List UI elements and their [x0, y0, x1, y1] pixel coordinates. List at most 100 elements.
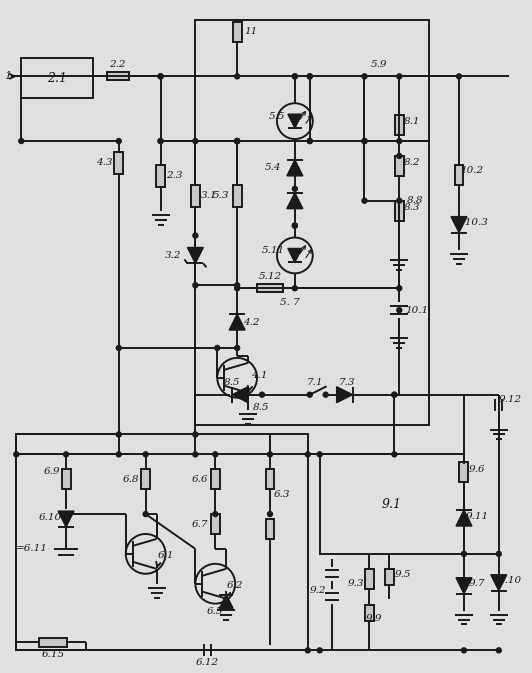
Circle shape: [397, 199, 402, 203]
Circle shape: [307, 392, 312, 397]
Text: 2.2: 2.2: [110, 60, 126, 69]
Circle shape: [235, 139, 239, 143]
Circle shape: [143, 452, 148, 457]
Circle shape: [143, 511, 148, 517]
Text: 7.3: 7.3: [338, 378, 355, 387]
Circle shape: [193, 283, 198, 288]
Bar: [265, 519, 275, 539]
Circle shape: [293, 74, 297, 79]
Text: 6.10: 6.10: [39, 513, 62, 522]
Circle shape: [397, 153, 402, 158]
Circle shape: [260, 392, 264, 397]
Circle shape: [63, 452, 69, 457]
Text: 9.3: 9.3: [347, 579, 364, 588]
Polygon shape: [187, 248, 203, 263]
Circle shape: [293, 74, 297, 79]
Text: >10.3: >10.3: [457, 218, 489, 227]
Bar: [460, 462, 469, 483]
Text: 5.9: 5.9: [371, 60, 388, 69]
Text: 6.15: 6.15: [41, 650, 65, 659]
Text: 6.5: 6.5: [207, 607, 223, 616]
Text: 6.7: 6.7: [192, 520, 209, 528]
Circle shape: [323, 392, 328, 397]
Bar: [191, 185, 200, 207]
Circle shape: [456, 74, 461, 79]
Text: 3.2: 3.2: [165, 251, 182, 260]
Circle shape: [19, 139, 24, 143]
Text: 6.8: 6.8: [122, 474, 139, 484]
Bar: [320, 454, 464, 554]
Text: 5. 7: 5. 7: [280, 297, 300, 307]
Bar: [232, 22, 242, 42]
Circle shape: [293, 186, 297, 191]
Bar: [211, 469, 220, 489]
Text: 9.11: 9.11: [466, 511, 488, 520]
Circle shape: [158, 74, 163, 79]
Polygon shape: [337, 387, 353, 402]
Bar: [257, 284, 283, 292]
Circle shape: [193, 452, 198, 457]
Text: 8.2: 8.2: [404, 158, 420, 168]
Text: 6.6: 6.6: [192, 474, 209, 484]
Circle shape: [397, 308, 402, 313]
Circle shape: [307, 74, 312, 79]
Circle shape: [193, 233, 198, 238]
Text: 8.8: 8.8: [408, 197, 424, 205]
Text: 11: 11: [244, 27, 257, 36]
Polygon shape: [287, 192, 303, 209]
Circle shape: [461, 551, 467, 557]
Bar: [395, 115, 404, 135]
Circle shape: [117, 345, 121, 351]
Circle shape: [392, 392, 397, 397]
Bar: [62, 469, 71, 489]
Bar: [16, 435, 308, 650]
Bar: [395, 201, 404, 221]
Text: 8.3: 8.3: [404, 203, 420, 212]
Text: 8.5: 8.5: [224, 378, 240, 387]
Polygon shape: [456, 577, 472, 594]
Polygon shape: [456, 510, 472, 526]
Circle shape: [397, 139, 402, 143]
Circle shape: [307, 139, 312, 143]
Polygon shape: [287, 160, 303, 176]
Text: 7.1: 7.1: [306, 378, 323, 387]
Bar: [141, 469, 150, 489]
Circle shape: [268, 511, 272, 517]
Bar: [365, 569, 374, 589]
Circle shape: [193, 139, 198, 143]
Circle shape: [215, 345, 220, 351]
Polygon shape: [58, 511, 74, 527]
Polygon shape: [229, 314, 245, 330]
Circle shape: [14, 452, 19, 457]
Text: 6.12: 6.12: [196, 658, 219, 667]
Circle shape: [235, 286, 239, 291]
Circle shape: [235, 139, 239, 143]
Text: 10.2: 10.2: [460, 166, 484, 176]
Text: 6.2: 6.2: [227, 581, 244, 590]
Circle shape: [213, 511, 218, 517]
Bar: [114, 152, 123, 174]
Text: 9.7: 9.7: [469, 579, 485, 588]
Text: 5.11: 5.11: [261, 246, 285, 255]
Bar: [365, 604, 374, 621]
Circle shape: [235, 345, 239, 351]
Polygon shape: [288, 114, 302, 128]
Bar: [195, 20, 429, 425]
Circle shape: [268, 452, 272, 457]
Text: 5.12: 5.12: [259, 272, 281, 281]
Text: 4.2: 4.2: [243, 318, 259, 326]
Text: 9.12: 9.12: [499, 395, 522, 404]
Circle shape: [117, 432, 121, 437]
Text: 9.10: 9.10: [499, 576, 522, 586]
Circle shape: [496, 648, 501, 653]
Text: 1: 1: [4, 71, 11, 81]
Circle shape: [293, 286, 297, 291]
Circle shape: [392, 452, 397, 457]
Circle shape: [362, 139, 367, 143]
Bar: [39, 638, 67, 647]
Bar: [211, 514, 220, 534]
Text: 4.3: 4.3: [96, 158, 112, 168]
Bar: [156, 165, 165, 187]
Polygon shape: [451, 217, 467, 233]
Circle shape: [362, 199, 367, 203]
